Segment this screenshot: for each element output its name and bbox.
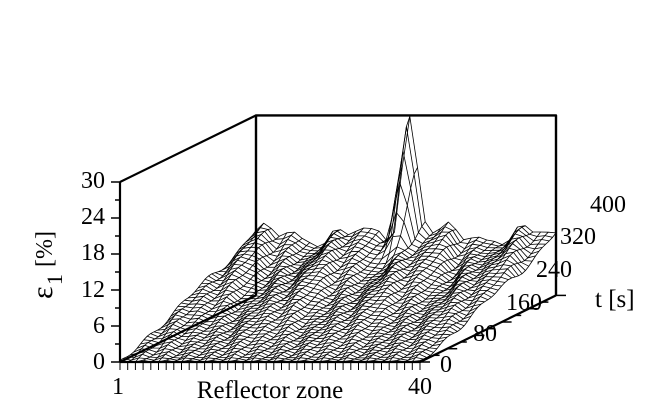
z-tick-label: 24 (81, 204, 105, 230)
z-tick-label: 18 (81, 240, 105, 266)
z-axis-unit: [%] (32, 231, 58, 267)
y-tick-label: 80 (473, 321, 497, 347)
y-axis-title: t [s] (595, 286, 635, 313)
z-tick-label: 12 (81, 277, 105, 303)
z-tick-label: 0 (93, 349, 105, 375)
y-tick-label: 400 (590, 192, 626, 218)
x-axis-title: Reflector zone (197, 377, 343, 404)
z-tick-label: 6 (93, 313, 105, 339)
x-tick-label: 1 (112, 374, 124, 400)
y-tick-label: 160 (506, 290, 542, 316)
left-wall-top-edge (120, 115, 256, 182)
z-axis-symbol: ε (26, 286, 59, 299)
mesh-line-time (253, 127, 553, 249)
z-tick-label: 30 (81, 168, 105, 194)
z-axis-title: ε 1 [%] (26, 231, 67, 299)
z-axis-subscript: 1 (42, 274, 67, 285)
y-tick-label: 320 (560, 224, 596, 250)
x-tick-label: 40 (408, 374, 432, 400)
mesh-line-zone (120, 231, 256, 361)
y-tick-label: 0 (440, 352, 452, 378)
y-tick-label: 240 (536, 257, 572, 283)
